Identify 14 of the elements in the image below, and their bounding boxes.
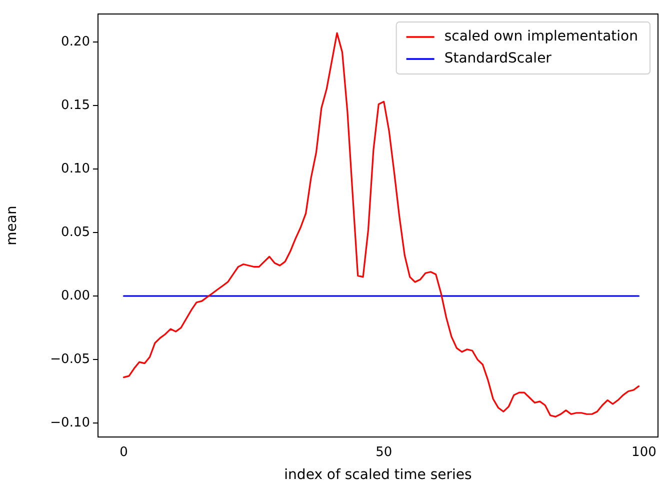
- y-tick-label: 0.00: [61, 288, 90, 304]
- legend-label: scaled own implementation: [444, 28, 638, 45]
- y-tick-label: −0.10: [50, 415, 90, 430]
- y-tick-label: 0.05: [61, 224, 90, 240]
- x-tick-label: 0: [120, 445, 128, 460]
- x-tick-label: 50: [376, 445, 392, 460]
- x-axis-title: index of scaled time series: [284, 467, 472, 484]
- legend-label: StandardScaler: [444, 50, 552, 67]
- y-tick-label: −0.05: [50, 352, 90, 367]
- y-tick-label: 0.20: [61, 34, 90, 50]
- y-axis-title: mean: [4, 206, 20, 246]
- y-tick-label: 0.10: [61, 161, 90, 176]
- y-tick-label: 0.15: [61, 98, 90, 113]
- x-tick-label: 100: [632, 445, 656, 460]
